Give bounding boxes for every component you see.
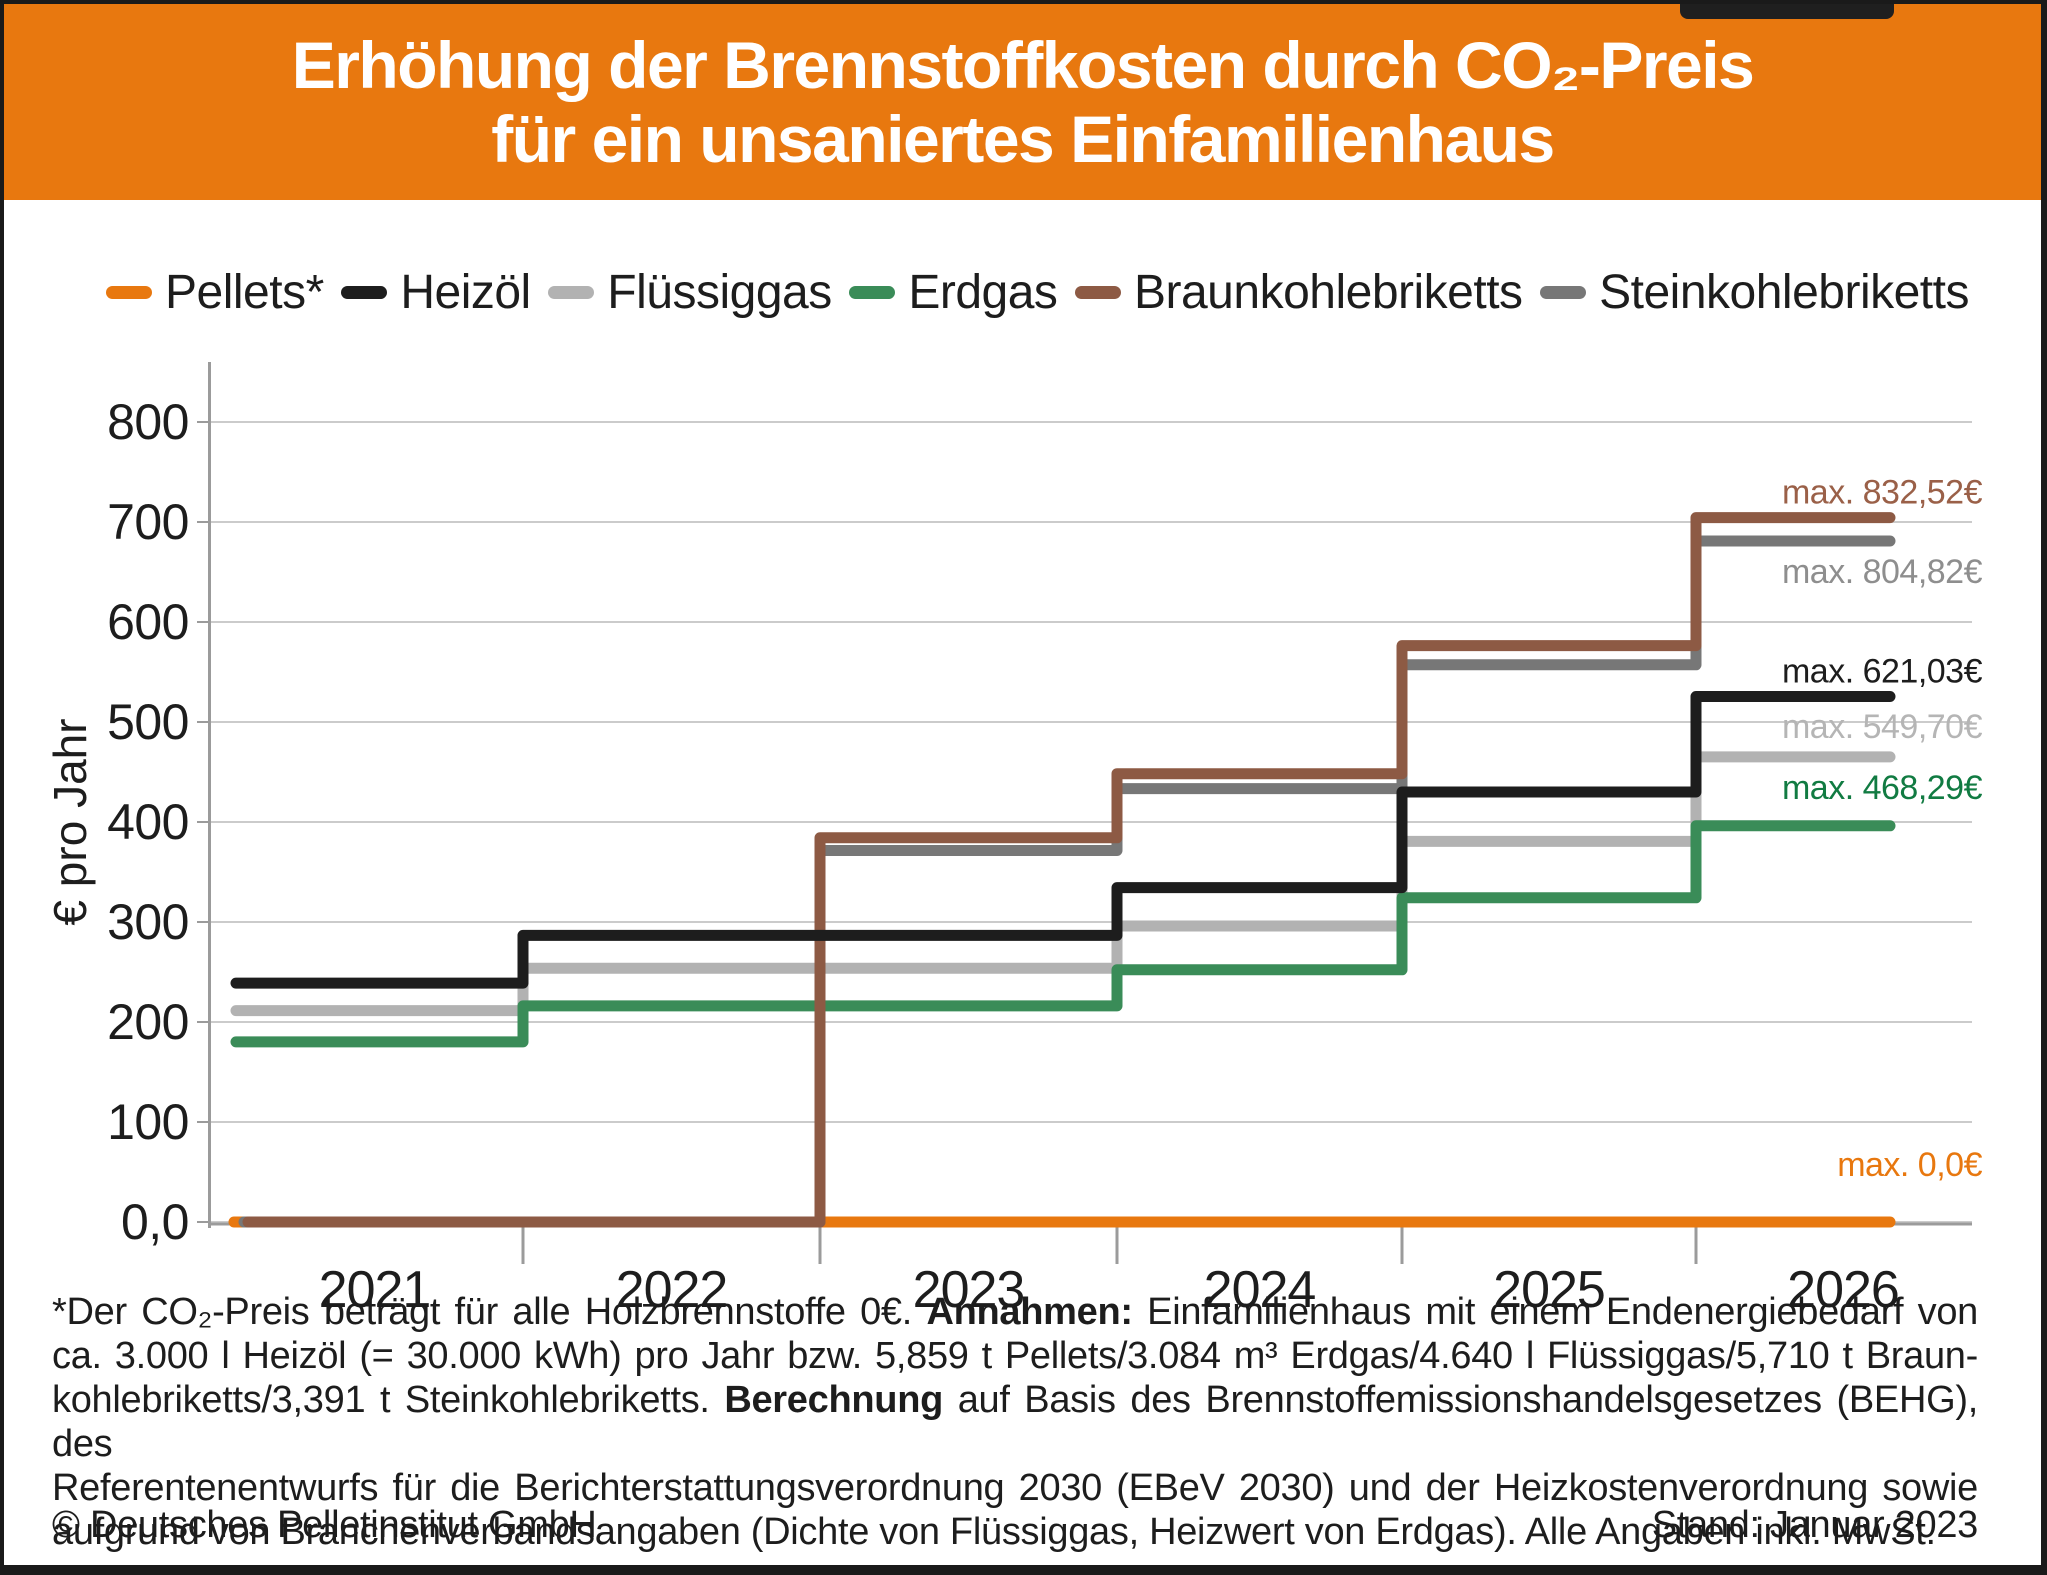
footer-row: © Deutsches Pelletinstitut GmbH Stand: J… [52, 1504, 1978, 1547]
y-tick-label-200: 200 [107, 994, 189, 1050]
max-annotation-pellets-: max. 0,0€ [1837, 1146, 1982, 1184]
footnote-text: *Der CO₂-Preis beträgt für alle Holzbren… [52, 1291, 927, 1333]
legend-label: Pellets* [165, 265, 324, 319]
legend-label: Erdgas [908, 265, 1058, 319]
max-annotation-erdgas: max. 468,29€ [1782, 769, 1983, 807]
legend-label: Steinkohlebriketts [1599, 265, 1969, 319]
title-line-1: Erhöhung der Brennstoffkosten durch CO₂-… [291, 28, 1755, 102]
footnote-text: auf Basis des Brennstoffemissionshandels… [52, 1379, 1978, 1465]
legend-dash-icon [341, 285, 388, 299]
footnote-text: Einfamilienhaus mit einem Endenergiebeda… [1132, 1291, 1978, 1333]
copyright-text: © Deutsches Pelletinstitut GmbH [52, 1504, 597, 1546]
series-line-braunkohlebriketts [242, 512, 1896, 1228]
y-tick-label-600: 600 [107, 594, 189, 650]
y-tick-label-800: 800 [107, 394, 189, 450]
title-line-2: für ein unsaniertes Einfamilienhaus [491, 102, 1555, 176]
x-tick-label-2025: 2025 [1493, 1261, 1605, 1319]
title-banner: Erhöhung der Brennstoffkosten durch CO₂-… [4, 4, 2041, 200]
x-tick-label-2023: 2023 [913, 1261, 1025, 1319]
max-annotation-fl-ssiggas: max. 549,70€ [1782, 708, 1983, 746]
legend-dash-icon [1074, 285, 1121, 299]
y-tick-label-0,0: 0,0 [121, 1194, 189, 1250]
legend-dash-icon [548, 285, 595, 299]
y-axis-title: € pro Jahr [44, 718, 96, 925]
footnote-line-5: aufgrund von Branchenverbandsangaben (Di… [52, 1510, 1978, 1554]
footnote-text: ca. 3.000 l Heizöl (= 30.000 kWh) pro Ja… [52, 1335, 1978, 1377]
max-annotation-steinkohlebriketts: max. 804,82€ [1782, 553, 1983, 591]
legend-dash-icon [1540, 285, 1587, 299]
footnote-line-4: Referentenentwurfs für die Berichterstat… [52, 1466, 1978, 1510]
stand-date: Stand: Januar 2023 [1651, 1504, 1979, 1546]
series-line-heiz-l [230, 691, 1896, 989]
y-tick-label-500: 500 [107, 694, 189, 750]
x-tick-label-2022: 2022 [616, 1261, 728, 1319]
footnote-bold-term: Annahmen: [926, 1291, 1133, 1333]
legend-label: Braunkohlebriketts [1133, 265, 1523, 319]
y-tick-label-300: 300 [107, 894, 189, 950]
legend-item-heiz-l: Heizöl [341, 265, 531, 320]
legend-item-steinkohlebriketts: Steinkohlebriketts [1540, 265, 1969, 320]
x-tick-label-2026: 2026 [1787, 1261, 1899, 1319]
legend-item-fl-ssiggas: Flüssiggas [548, 265, 832, 320]
footnote-block: *Der CO₂-Preis beträgt für alle Holzbren… [52, 1290, 1978, 1554]
step-chart: 800 700 600 500 400 300 200 100 0,0 € pro Jahr 202… [44, 362, 1983, 1319]
legend-item-pellets-: Pellets* [106, 265, 324, 320]
y-tick-label-100: 100 [107, 1094, 189, 1150]
y-tick-label-700: 700 [107, 494, 189, 550]
series-line-erdgas [230, 820, 1896, 1048]
x-tick-label-2024: 2024 [1204, 1261, 1316, 1319]
footnote-text: Referentenentwurfs für die Berichterstat… [52, 1467, 1978, 1509]
legend-label: Heizöl [400, 265, 531, 319]
y-tick-label-400: 400 [107, 794, 189, 850]
legend-item-erdgas: Erdgas [849, 265, 1058, 320]
footnote-bold-term: Berechnung [724, 1379, 944, 1421]
max-annotation-heiz-l: max. 621,03€ [1782, 653, 1983, 691]
legend-label: Flüssiggas [607, 265, 832, 319]
footnote-text: aufgrund von Branchenverbandsangaben (Di… [52, 1511, 1936, 1553]
max-annotation-braunkohlebriketts: max. 832,52€ [1782, 474, 1983, 512]
footnote-line-2: ca. 3.000 l Heizöl (= 30.000 kWh) pro Ja… [52, 1334, 1978, 1378]
x-tick-label-2021: 2021 [319, 1261, 431, 1319]
legend-dash-icon [849, 285, 896, 299]
footnote-line-1: *Der CO₂-Preis beträgt für alle Holzbren… [52, 1290, 1978, 1334]
footnote-line-3: kohlebriketts/3,391 t Steinkohlebriketts… [52, 1378, 1978, 1466]
legend-item-braunkohlebriketts: Braunkohlebriketts [1074, 265, 1523, 320]
footnote-text: kohlebriketts/3,391 t Steinkohlebriketts… [52, 1379, 725, 1421]
legend-dash-icon [106, 285, 152, 299]
top-notch [1680, 4, 1894, 19]
chart-legend: Pellets* Heizöl Flüssiggas Erdgas Braunkohle… [4, 254, 2041, 330]
